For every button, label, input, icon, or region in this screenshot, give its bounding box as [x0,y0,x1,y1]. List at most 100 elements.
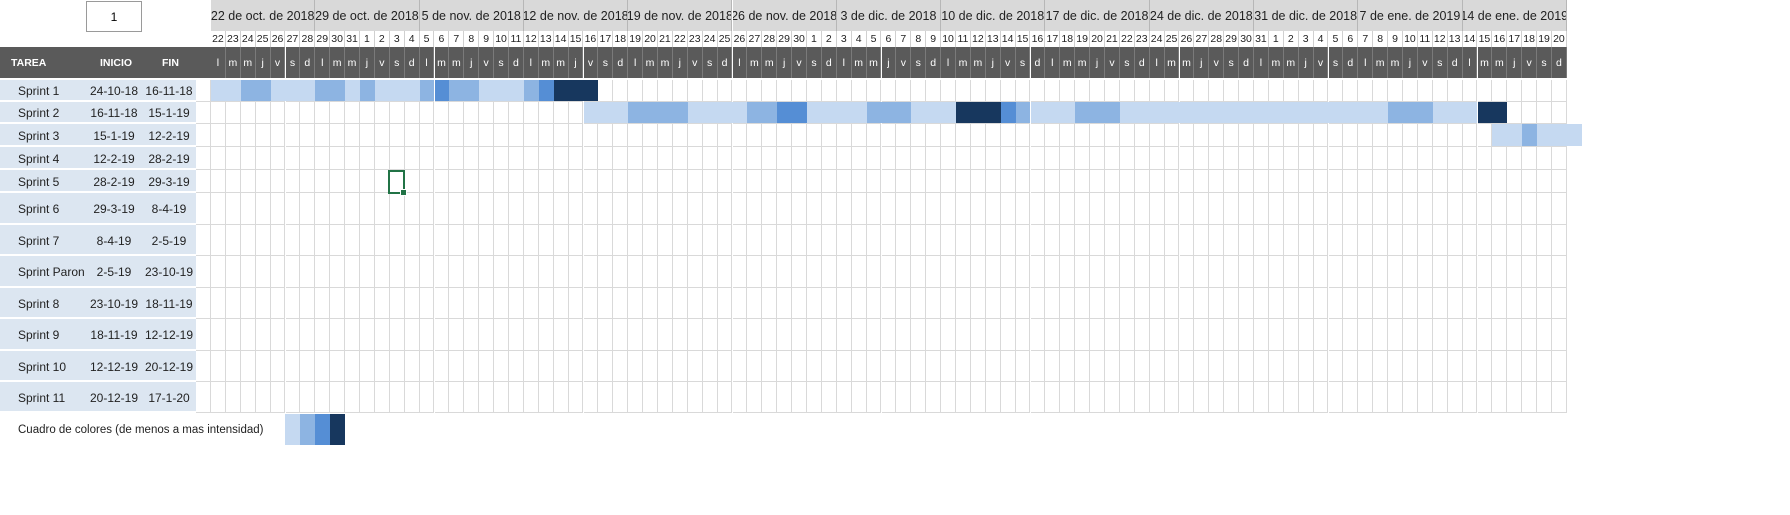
grid-cell[interactable] [494,225,509,256]
grid-cell[interactable] [807,256,822,288]
task-end-date[interactable]: 20-12-19 [144,359,194,374]
grid-cell[interactable] [1507,80,1523,102]
task-end-date[interactable]: 16-11-18 [145,84,193,98]
grid-cell[interactable] [1149,382,1165,413]
task-start-date[interactable]: 8-4-19 [96,233,132,248]
grid-cell[interactable] [1090,382,1105,413]
grid-cell[interactable] [1000,80,1016,102]
grid-cell[interactable] [1417,288,1433,319]
grid-cell[interactable] [896,256,912,288]
grid-cell[interactable] [821,80,837,102]
grid-cell[interactable] [1417,80,1433,102]
grid-cell[interactable] [1119,124,1135,147]
grid-cell[interactable] [732,319,748,351]
grid-cell[interactable] [270,124,286,147]
grid-cell[interactable] [1090,225,1105,256]
grid-cell[interactable] [1179,382,1195,413]
grid-cell[interactable] [1134,225,1150,256]
grid-cell[interactable] [777,256,793,288]
grid-cell[interactable] [419,102,435,124]
grid-cell[interactable] [434,170,450,193]
grid-cell[interactable] [300,351,316,382]
grid-cell[interactable] [1328,193,1344,225]
grid-cell[interactable] [1075,225,1091,256]
grid-cell[interactable] [1447,288,1463,319]
grid-cell[interactable] [687,351,703,382]
grid-cell[interactable] [270,193,286,225]
grid-cell[interactable] [1030,124,1046,147]
grid-cell[interactable] [1417,225,1433,256]
grid-cell[interactable] [1030,256,1046,288]
grid-cell[interactable] [1239,170,1254,193]
grid-cell[interactable] [1507,102,1523,124]
grid-cell[interactable] [583,319,599,351]
grid-cell[interactable] [568,193,584,225]
grid-cell[interactable] [1239,256,1254,288]
grid-cell[interactable] [494,102,509,124]
grid-cell[interactable] [1417,170,1433,193]
grid-cell[interactable] [911,382,927,413]
grid-cell[interactable] [270,147,286,170]
grid-cell[interactable] [538,193,554,225]
grid-cell[interactable] [1119,193,1135,225]
grid-cell[interactable] [970,147,986,170]
grid-cell[interactable] [1045,170,1061,193]
grid-cell[interactable] [1254,147,1269,170]
grid-cell[interactable] [792,382,807,413]
grid-cell[interactable] [702,256,718,288]
grid-cell[interactable] [643,80,658,102]
grid-cell[interactable] [1149,147,1165,170]
grid-cell[interactable] [538,102,554,124]
grid-cell[interactable] [956,382,971,413]
grid-cell[interactable] [1358,80,1374,102]
grid-cell[interactable] [926,193,942,225]
grid-cell[interactable] [1030,80,1046,102]
grid-cell[interactable] [1447,193,1463,225]
grid-cell[interactable] [1090,319,1105,351]
grid-cell[interactable] [687,147,703,170]
task-end-date[interactable]: 29-3-19 [148,174,190,189]
grid-cell[interactable] [330,382,346,413]
grid-cell[interactable] [792,170,807,193]
grid-cell[interactable] [985,288,1001,319]
grid-cell[interactable] [360,288,375,319]
grid-cell[interactable] [777,170,793,193]
grid-cell[interactable] [1343,147,1359,170]
grid-cell[interactable] [762,382,778,413]
grid-cell[interactable] [404,147,420,170]
grid-cell[interactable] [658,80,673,102]
grid-cell[interactable] [330,102,346,124]
grid-cell[interactable] [896,124,912,147]
grid-cell[interactable] [523,288,539,319]
grid-cell[interactable] [911,170,927,193]
grid-cell[interactable] [1403,124,1418,147]
grid-cell[interactable] [538,170,554,193]
grid-cell[interactable] [941,193,956,225]
grid-cell[interactable] [1209,80,1225,102]
grid-cell[interactable] [881,319,897,351]
grid-cell[interactable] [479,102,495,124]
grid-cell[interactable] [643,288,658,319]
grid-cell[interactable] [1537,193,1552,225]
grid-cell[interactable] [1254,382,1269,413]
grid-cell[interactable] [836,193,852,225]
grid-cell[interactable] [807,288,822,319]
grid-cell[interactable] [240,225,256,256]
grid-cell[interactable] [643,124,658,147]
grid-cell[interactable] [896,288,912,319]
grid-cell[interactable] [1462,319,1478,351]
grid-cell[interactable] [851,147,867,170]
grid-cell[interactable] [1179,319,1195,351]
grid-cell[interactable] [1343,193,1359,225]
grid-cell[interactable] [1552,256,1567,288]
grid-cell[interactable] [464,288,480,319]
grid-cell[interactable] [672,147,688,170]
grid-cell[interactable] [419,319,435,351]
grid-cell[interactable] [717,256,733,288]
grid-cell[interactable] [941,382,956,413]
grid-cell[interactable] [523,193,539,225]
grid-cell[interactable] [389,225,405,256]
grid-cell[interactable] [598,256,614,288]
grid-cell[interactable] [792,193,807,225]
grid-cell[interactable] [1060,124,1076,147]
